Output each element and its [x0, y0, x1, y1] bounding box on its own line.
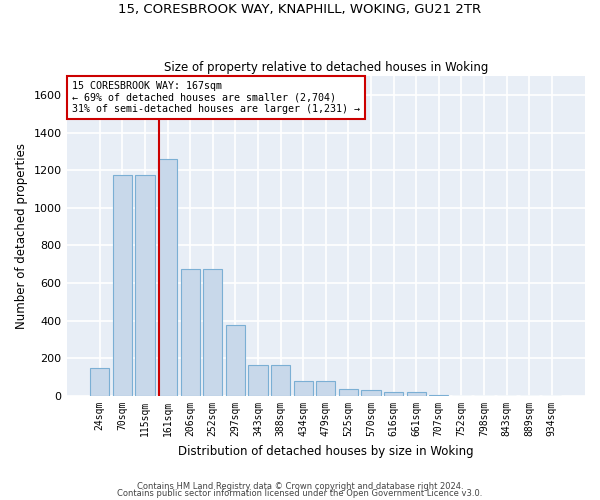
- Text: 15 CORESBROOK WAY: 167sqm
← 69% of detached houses are smaller (2,704)
31% of se: 15 CORESBROOK WAY: 167sqm ← 69% of detac…: [72, 81, 360, 114]
- Text: Contains HM Land Registry data © Crown copyright and database right 2024.: Contains HM Land Registry data © Crown c…: [137, 482, 463, 491]
- Text: 15, CORESBROOK WAY, KNAPHILL, WOKING, GU21 2TR: 15, CORESBROOK WAY, KNAPHILL, WOKING, GU…: [118, 2, 482, 16]
- Bar: [136, 175, 155, 396]
- Bar: [158, 159, 177, 396]
- Bar: [248, 365, 268, 396]
- X-axis label: Distribution of detached houses by size in Woking: Distribution of detached houses by size …: [178, 444, 473, 458]
- Bar: [407, 392, 426, 396]
- Y-axis label: Number of detached properties: Number of detached properties: [15, 143, 28, 329]
- Bar: [316, 381, 335, 396]
- Bar: [293, 381, 313, 396]
- Bar: [384, 392, 403, 396]
- Bar: [361, 390, 380, 396]
- Bar: [113, 175, 132, 396]
- Bar: [181, 269, 200, 396]
- Text: Contains public sector information licensed under the Open Government Licence v3: Contains public sector information licen…: [118, 490, 482, 498]
- Title: Size of property relative to detached houses in Woking: Size of property relative to detached ho…: [164, 60, 488, 74]
- Bar: [339, 390, 358, 396]
- Bar: [226, 326, 245, 396]
- Bar: [429, 395, 448, 396]
- Bar: [203, 269, 223, 396]
- Bar: [271, 365, 290, 396]
- Bar: [90, 368, 109, 396]
